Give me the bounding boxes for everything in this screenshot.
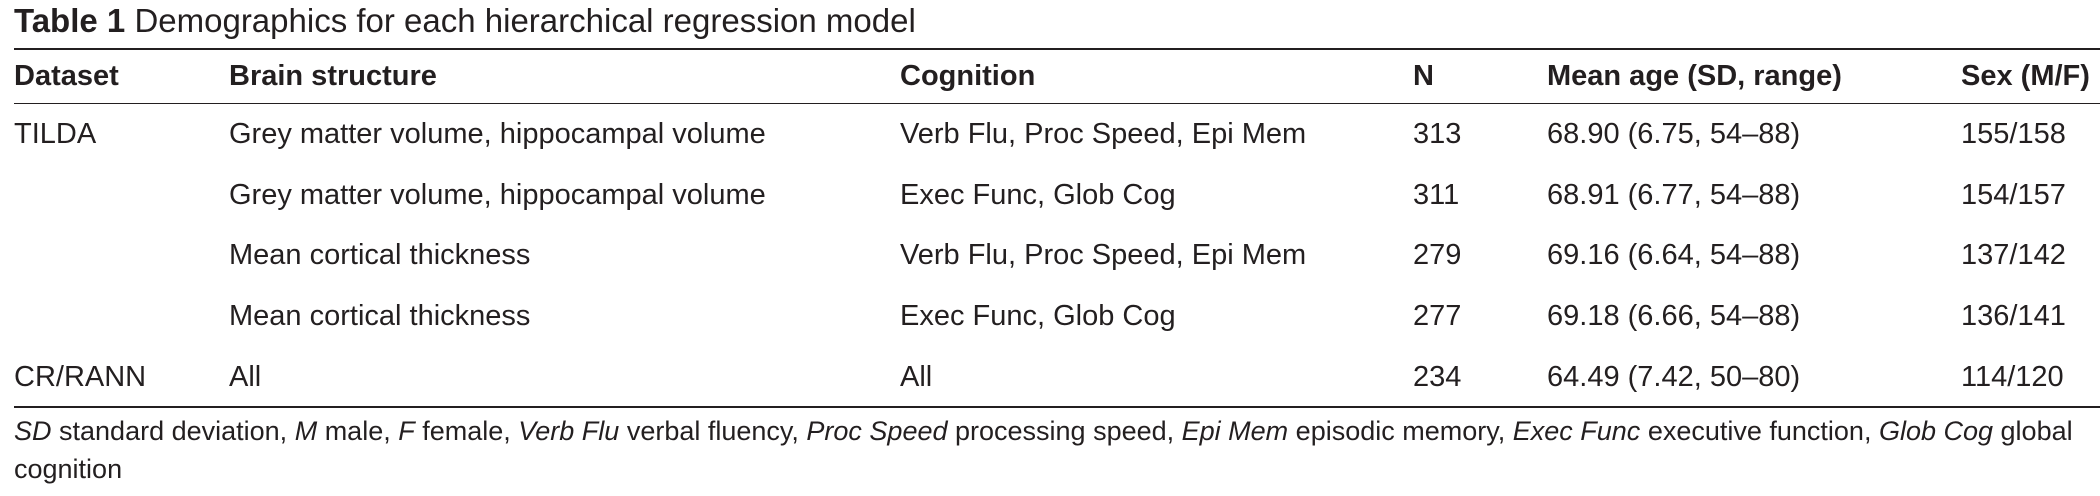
table-header-row: Dataset Brain structure Cognition N Mean… [14, 50, 2100, 103]
cell-dataset [14, 165, 229, 226]
table-row: TILDA Grey matter volume, hippocampal vo… [14, 103, 2100, 165]
cell-cognition: Verb Flu, Proc Speed, Epi Mem [900, 117, 1307, 150]
cell-dataset [14, 226, 229, 287]
table-caption: Table 1 Demographics for each hierarchic… [14, 0, 916, 42]
column-header-brain-structure: Brain structure [229, 60, 437, 92]
cell-cognition: Exec Func, Glob Cog [900, 178, 1176, 211]
table-row: Grey matter volume, hippocampal volume E… [14, 165, 2100, 226]
footnote-abbr: F [398, 416, 415, 446]
cell-mean-age: 68.90 (6.75, 54–88) [1547, 117, 1801, 150]
cell-cognition: Verb Flu, Proc Speed, Epi Mem [900, 239, 1307, 272]
footnote-definition: executive function, [1640, 416, 1879, 446]
cell-dataset: CR/RANN [14, 360, 147, 393]
cell-brain-structure: All [229, 360, 262, 393]
table-top-rule [14, 48, 2100, 50]
cell-brain-structure: Mean cortical thickness [229, 299, 531, 332]
table-label: Table 1 [14, 2, 126, 39]
cell-cognition: All [900, 360, 933, 393]
cell-mean-age: 69.18 (6.66, 54–88) [1547, 299, 1801, 332]
cell-n: 311 [1413, 178, 1460, 211]
table-footnote: SD standard deviation, M male, F female,… [14, 412, 2084, 488]
table-header-rule [14, 103, 2100, 104]
table-row: Mean cortical thickness Exec Func, Glob … [14, 286, 2100, 347]
cell-mean-age: 68.91 (6.77, 54–88) [1547, 178, 1801, 211]
cell-n: 277 [1413, 299, 1462, 332]
cell-sex: 137/142 [1961, 239, 2066, 272]
footnote-abbr: Verb Flu [518, 416, 620, 446]
cell-brain-structure: Grey matter volume, hippocampal volume [229, 178, 766, 211]
column-header-n: N [1413, 60, 1434, 92]
footnote-abbr: M [294, 416, 318, 446]
table-row: CR/RANN All All 234 64.49 (7.42, 50–80) … [14, 347, 2100, 408]
cell-sex: 154/157 [1961, 178, 2066, 211]
footnote-abbr: Exec Func [1512, 416, 1641, 446]
cell-cognition: Exec Func, Glob Cog [900, 299, 1176, 332]
column-header-sex: Sex (M/F) [1961, 60, 2090, 92]
cell-brain-structure: Mean cortical thickness [229, 239, 531, 272]
cell-sex: 155/158 [1961, 117, 2066, 150]
footnote-definition: standard deviation, [51, 416, 295, 446]
table-title: Demographics for each hierarchical regre… [134, 2, 916, 39]
footnote-abbr: Proc Speed [806, 416, 948, 446]
column-header-mean-age: Mean age (SD, range) [1547, 60, 1842, 92]
footnote-definition: episodic memory, [1288, 416, 1513, 446]
cell-brain-structure: Grey matter volume, hippocampal volume [229, 117, 766, 150]
table-bottom-rule [14, 406, 2100, 408]
cell-mean-age: 64.49 (7.42, 50–80) [1547, 360, 1801, 393]
cell-sex: 136/141 [1961, 299, 2066, 332]
table-row: Mean cortical thickness Verb Flu, Proc S… [14, 226, 2100, 287]
footnote-abbr: Glob Cog [1878, 416, 1994, 446]
column-header-dataset: Dataset [14, 60, 119, 92]
footnote-definition: male, [317, 416, 399, 446]
cell-n: 313 [1413, 117, 1462, 150]
footnote-definition: verbal fluency, [619, 416, 807, 446]
cell-dataset [14, 286, 229, 347]
cell-sex: 114/120 [1961, 360, 2064, 393]
demographics-table: Dataset Brain structure Cognition N Mean… [14, 50, 2100, 407]
footnote-definition: global cognition [14, 416, 2073, 484]
footnote-definition: processing speed, [947, 416, 1182, 446]
footnote-abbr: Epi Mem [1181, 416, 1289, 446]
cell-n: 234 [1413, 360, 1462, 393]
cell-mean-age: 69.16 (6.64, 54–88) [1547, 239, 1801, 272]
footnote-abbr: SD [14, 416, 52, 446]
column-header-cognition: Cognition [900, 60, 1036, 92]
cell-dataset: TILDA [14, 117, 97, 150]
cell-n: 279 [1413, 239, 1462, 272]
footnote-definition: female, [414, 416, 519, 446]
